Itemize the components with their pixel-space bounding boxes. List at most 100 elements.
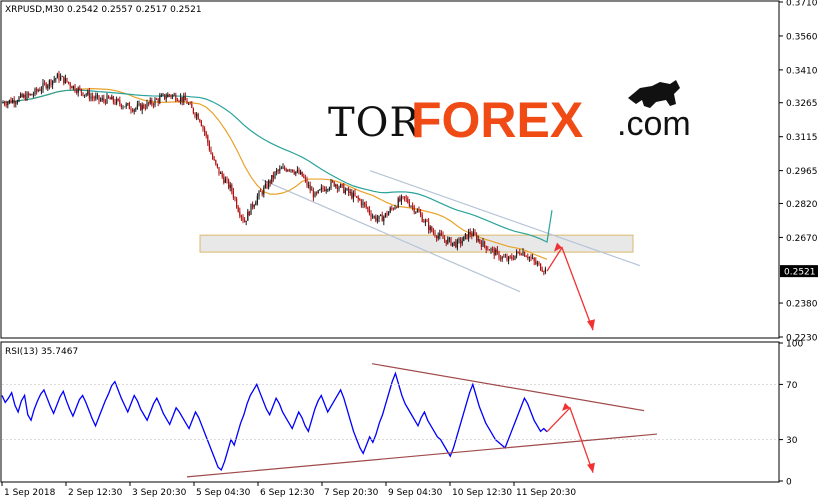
candle-body xyxy=(538,263,540,264)
candle-body xyxy=(24,94,26,100)
candle-body xyxy=(141,104,143,111)
candle-body xyxy=(133,109,135,112)
candle-body xyxy=(88,91,90,99)
candle-body xyxy=(132,110,134,112)
time-tick-label: 5 Sep 04:30 xyxy=(196,488,251,498)
candle-body xyxy=(364,202,366,205)
forecast-arrow-head-up xyxy=(554,242,562,252)
candle-body xyxy=(362,202,364,206)
candle-body xyxy=(60,76,62,81)
candle-body xyxy=(120,104,122,108)
candle-body xyxy=(372,216,374,218)
rsi-plot xyxy=(1,363,778,478)
support-zone xyxy=(199,234,634,253)
candle-body xyxy=(42,82,44,90)
candle-body xyxy=(440,233,442,236)
candle-body xyxy=(84,94,86,96)
candle-body xyxy=(493,248,495,256)
candle-body xyxy=(455,241,457,248)
candle-body xyxy=(106,95,108,104)
candle-body xyxy=(232,191,234,198)
candle-body xyxy=(293,171,295,174)
candle-body xyxy=(192,107,194,114)
candle-body xyxy=(543,271,545,273)
candle-body xyxy=(164,94,166,99)
candle-body xyxy=(420,212,422,215)
candle-body xyxy=(204,128,206,133)
candle-body xyxy=(247,211,249,221)
price-tick-label: 0.2670 xyxy=(786,234,818,244)
candle-body xyxy=(157,99,159,103)
candle-body xyxy=(357,196,359,200)
candle-body xyxy=(136,104,138,109)
candle-body xyxy=(258,191,260,197)
candle-body xyxy=(63,76,65,84)
candle-body xyxy=(50,80,52,86)
candle-body xyxy=(463,236,465,242)
candle-body xyxy=(298,170,300,174)
candle-body xyxy=(479,239,481,243)
price-tick-label: 0.2230 xyxy=(786,334,818,344)
candle-body xyxy=(250,203,252,215)
candle-body xyxy=(332,181,334,182)
candle-body xyxy=(20,94,22,98)
candle-body xyxy=(477,239,479,241)
candle-body xyxy=(242,217,244,221)
candle-body xyxy=(29,94,31,95)
candle-body xyxy=(92,96,94,98)
candle-body xyxy=(98,95,100,101)
time-tick-label: 9 Sep 04:30 xyxy=(388,488,443,498)
candle-body xyxy=(226,179,228,181)
candle-body xyxy=(336,184,338,189)
candle-body xyxy=(413,206,415,213)
ma-fast-line xyxy=(1,88,548,260)
candle-body xyxy=(512,258,514,260)
candle-body xyxy=(399,198,401,202)
candle-body xyxy=(277,170,279,171)
candle-body xyxy=(458,239,460,241)
candle-body xyxy=(234,197,236,199)
candle-body xyxy=(296,170,298,172)
rsi-header: RSI(13) 35.7467 xyxy=(5,347,78,357)
candle-body xyxy=(39,90,41,91)
candle-body xyxy=(480,242,482,247)
candle-body xyxy=(116,98,118,104)
candle-body xyxy=(316,192,318,194)
candle-body xyxy=(380,214,382,216)
candle-body xyxy=(154,99,156,106)
candle-body xyxy=(386,213,388,216)
candle-body xyxy=(536,263,538,264)
candle-body xyxy=(124,106,126,108)
candle-body xyxy=(162,94,164,96)
candle-body xyxy=(165,97,167,99)
candle-body xyxy=(402,196,404,198)
candle-body xyxy=(442,235,444,239)
rsi-pane-frame xyxy=(0,341,780,483)
candle-body xyxy=(476,234,478,241)
candle-body xyxy=(79,87,81,89)
candle-body xyxy=(376,218,378,221)
candle-body xyxy=(80,88,82,93)
candle-body xyxy=(146,102,148,109)
candle-body xyxy=(197,114,199,120)
candle-body xyxy=(280,168,282,170)
price-tick-label: 0.3265 xyxy=(786,99,818,109)
candle-body xyxy=(40,89,42,91)
candle-body xyxy=(15,102,17,104)
candle-body xyxy=(410,206,412,207)
candle-body xyxy=(194,113,196,117)
candle-body xyxy=(431,226,433,232)
candle-body xyxy=(301,171,303,177)
candle-body xyxy=(8,99,10,103)
candle-body xyxy=(312,190,314,198)
forecast-arrow-head-down xyxy=(587,319,595,331)
candle-body xyxy=(95,96,97,99)
candle-body xyxy=(53,79,55,81)
candle-body xyxy=(32,94,34,96)
candle-body xyxy=(108,95,110,99)
candle-body xyxy=(144,107,146,109)
candle-body xyxy=(314,192,316,198)
candle-body xyxy=(292,169,294,172)
